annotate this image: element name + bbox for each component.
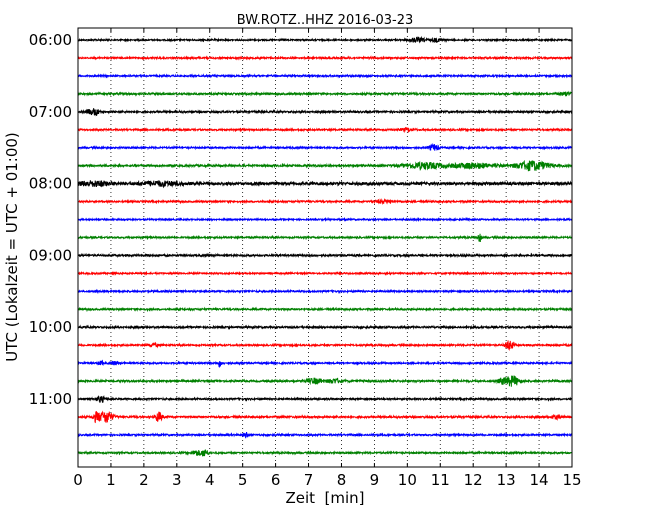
trace-line bbox=[77, 359, 573, 368]
x-tick-label: 2 bbox=[139, 471, 149, 489]
x-axis-label: Zeit [min] bbox=[285, 489, 364, 507]
x-axis-ticks: 0 1 2 3 4 5 6 7 8 9 10 11 12 13 14 15 bbox=[73, 28, 582, 489]
trace-line bbox=[77, 449, 573, 457]
x-tick-label: 4 bbox=[205, 471, 215, 489]
y-axis-ticks: 06:00 07:00 08:00 09:00 10:00 11:00 bbox=[29, 31, 572, 408]
trace-line bbox=[77, 375, 573, 387]
x-tick-label: 14 bbox=[530, 471, 549, 489]
x-tick-label: 1 bbox=[106, 471, 116, 489]
y-tick-label: 09:00 bbox=[29, 246, 72, 264]
trace-line bbox=[77, 340, 573, 351]
trace-line bbox=[77, 159, 573, 172]
y-tick-label: 10:00 bbox=[29, 318, 72, 336]
trace-line bbox=[77, 108, 573, 117]
x-tick-label: 3 bbox=[172, 471, 182, 489]
trace-line bbox=[77, 73, 573, 79]
x-tick-label: 15 bbox=[562, 471, 581, 489]
trace-line bbox=[77, 55, 573, 61]
x-tick-label: 7 bbox=[304, 471, 314, 489]
trace-line bbox=[77, 90, 573, 97]
x-tick-label: 9 bbox=[370, 471, 380, 489]
trace-line bbox=[77, 35, 573, 44]
trace-line bbox=[77, 431, 573, 439]
y-axis-label: UTC (Lokalzeit = UTC + 01:00) bbox=[3, 132, 21, 362]
trace-line bbox=[77, 198, 573, 206]
x-tick-label: 12 bbox=[464, 471, 483, 489]
trace-line bbox=[77, 179, 573, 189]
x-tick-label: 8 bbox=[337, 471, 347, 489]
trace-line bbox=[77, 142, 573, 151]
x-tick-label: 5 bbox=[238, 471, 248, 489]
y-tick-label: 06:00 bbox=[29, 31, 72, 49]
trace-line bbox=[77, 216, 573, 223]
y-tick-label: 11:00 bbox=[29, 390, 72, 408]
x-tick-label: 6 bbox=[271, 471, 281, 489]
trace-line bbox=[77, 126, 573, 134]
x-tick-label: 0 bbox=[73, 471, 83, 489]
trace-line bbox=[77, 306, 573, 312]
trace-line bbox=[77, 252, 573, 259]
trace-line bbox=[77, 270, 573, 276]
trace-line bbox=[77, 233, 573, 242]
traces-group bbox=[77, 35, 573, 457]
plot-frame bbox=[77, 27, 573, 468]
y-tick-label: 07:00 bbox=[29, 103, 72, 121]
y-tick-label: 08:00 bbox=[29, 175, 72, 193]
trace-line bbox=[77, 324, 573, 331]
trace-line bbox=[77, 288, 573, 295]
x-tick-label: 11 bbox=[431, 471, 450, 489]
trace-line bbox=[77, 395, 573, 404]
plot-area bbox=[78, 28, 572, 467]
trace-line bbox=[77, 410, 573, 424]
x-tick-label: 13 bbox=[497, 471, 516, 489]
x-tick-label: 10 bbox=[398, 471, 417, 489]
chart-title: BW.ROTZ..HHZ 2016-03-23 bbox=[237, 13, 413, 28]
